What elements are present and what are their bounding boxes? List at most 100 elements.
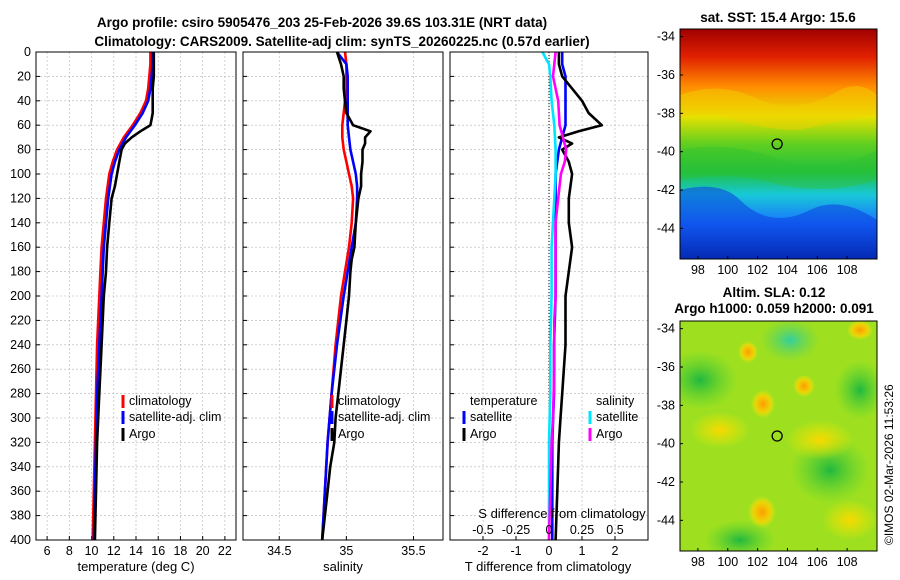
map-x-tick-label: 102 (747, 555, 768, 569)
sla-argo-marker (771, 430, 783, 442)
map-x-tick-label: 98 (691, 263, 705, 277)
depth-tick-label: 300 (10, 411, 31, 425)
sst-heatmap (680, 29, 877, 259)
legend-label-satellite-clim: satellite-adj. clim (129, 410, 221, 424)
salinity-series (320, 51, 372, 541)
sst-cool-eddy (680, 186, 877, 259)
map-y-tick-label: -34 (657, 30, 675, 44)
map-y-tick-label: -40 (657, 145, 675, 159)
depth-tick-label: 80 (17, 143, 31, 157)
x-tick-label: 14 (129, 544, 143, 558)
map-y-tick-label: -36 (657, 360, 675, 374)
legend-label-t-argo: Argo (470, 427, 496, 441)
depth-tick-label: 260 (10, 362, 31, 376)
sla-map-title-line1: Altim. SLA: 0.12 (723, 285, 826, 300)
legend-label-t-satellite: satellite (470, 410, 512, 424)
sst-map-ticks: 98 100 102 104 106 108 -34 -36 -38 -40 -42 -44 (657, 30, 858, 277)
depth-tick-label: 100 (10, 167, 31, 181)
sla-warm-patch (786, 420, 854, 460)
sla-map-title-line2: Argo h1000: 0.059 h2000: 0.091 (674, 301, 874, 316)
salinity-x-ticks: 34.5 35 35.5 (267, 544, 426, 558)
map-y-tick-label: -38 (657, 106, 675, 120)
map-x-tick-label: 100 (717, 555, 738, 569)
sla-map-box (679, 320, 878, 552)
depth-tick-label: 60 (17, 118, 31, 132)
depth-tick-label: 400 (10, 533, 31, 547)
salinity-legend: climatology satellite-adj. clim Argo (330, 394, 430, 441)
depth-tick-label: 320 (10, 435, 31, 449)
legend-label-s-argo: Argo (596, 427, 622, 441)
t-difference-label: T difference from climatology (465, 559, 632, 574)
series-line-t-argo (554, 52, 604, 541)
sla-blob (834, 360, 877, 420)
map-x-tick-label: 102 (747, 263, 768, 277)
x-tick-label: -1 (510, 544, 521, 558)
temperature-panel: 6 8 10 12 14 16 18 20 22 climatology satellite-a… (35, 51, 237, 574)
x-tick-label: 18 (173, 544, 187, 558)
temperature-x-label: temperature (deg C) (77, 559, 194, 574)
figure-title-line1: Argo profile: csiro 5905476_203 25-Feb-2… (97, 15, 547, 30)
sla-blob (760, 321, 820, 362)
sla-warm-patch (690, 412, 750, 448)
depth-tick-labels: 0 20 40 60 80 100 120 140 160 180 200 220 240 260 280 3… (10, 45, 31, 547)
x-tick-label: 34.5 (267, 544, 291, 558)
depth-tick-label: 240 (10, 338, 31, 352)
difference-axes-box (449, 51, 649, 541)
depth-tick-label: 160 (10, 240, 31, 254)
temperature-legend: climatology satellite-adj. clim Argo (121, 394, 221, 441)
x-tick-label: 8 (66, 544, 73, 558)
x-tick-label: 35.5 (401, 544, 425, 558)
sst-warm-front (680, 86, 877, 130)
sst-map-box (679, 28, 878, 260)
map-x-tick-label: 104 (777, 263, 798, 277)
x-tick-label: 12 (107, 544, 121, 558)
temperature-x-ticks: 6 8 10 12 14 16 18 20 22 (44, 544, 232, 558)
difference-legend: temperature satellite Argo salinity sate… (462, 394, 638, 441)
depth-tick-label: 380 (10, 509, 31, 523)
series-line-satellite-adj-clim (92, 52, 154, 541)
sla-map-panel: Altim. SLA: 0.12 Argo h1000: 0.059 h2000… (657, 285, 878, 569)
depth-tick-label: 180 (10, 265, 31, 279)
x-tick-label: 1 (579, 544, 586, 558)
x-tick-label: -2 (477, 544, 488, 558)
legend-title-salinity: salinity (596, 394, 635, 408)
s-tick-label: 0.25 (570, 523, 594, 537)
difference-x-ticks: -2 -1 0 1 2 (477, 544, 618, 558)
map-x-tick-label: 104 (777, 555, 798, 569)
x-tick-label: 2 (612, 544, 619, 558)
series-line-climatology (91, 52, 152, 541)
map-x-tick-label: 108 (837, 555, 858, 569)
sst-map-title: sat. SST: 15.4 Argo: 15.6 (700, 10, 856, 25)
sla-blob (704, 520, 776, 551)
depth-tick-label: 20 (17, 69, 31, 83)
sla-hot-spot (793, 375, 815, 397)
depth-tick-label: 360 (10, 484, 31, 498)
map-y-tick-label: -34 (657, 322, 675, 336)
legend-title-temperature: temperature (470, 394, 537, 408)
temperature-grid (36, 51, 236, 541)
series-line-s-argo (547, 51, 568, 541)
s-tick-label: -0.25 (502, 523, 531, 537)
map-x-tick-label: 106 (807, 555, 828, 569)
map-y-tick-label: -44 (657, 513, 675, 527)
x-tick-label: 16 (151, 544, 165, 558)
temperature-series (91, 52, 156, 541)
x-tick-label: 22 (218, 544, 232, 558)
sst-map-panel: sat. SST: 15.4 Argo: 15.6 98 100 102 104 106… (657, 10, 878, 277)
legend-label-argo: Argo (338, 427, 364, 441)
sst-green-band (680, 146, 877, 189)
imos-credit: ©IMOS 02-Mar-2026 11:53:26 (882, 384, 896, 545)
depth-tick-label: 120 (10, 191, 31, 205)
map-y-tick-label: -42 (657, 183, 675, 197)
map-y-tick-label: -42 (657, 475, 675, 489)
salinity-axes-box (242, 51, 444, 541)
temperature-axes-box (35, 51, 237, 541)
depth-tick-label: 0 (24, 45, 31, 59)
depth-tick-label: 340 (10, 460, 31, 474)
legend-label-climatology: climatology (338, 394, 401, 408)
series-line-satellite-adj-clim (320, 51, 359, 541)
map-x-tick-label: 100 (717, 263, 738, 277)
s-tick-label: 0.5 (606, 523, 623, 537)
difference-panel: -2 -1 0 1 2 temperature satellite Argo salin… (449, 51, 649, 574)
